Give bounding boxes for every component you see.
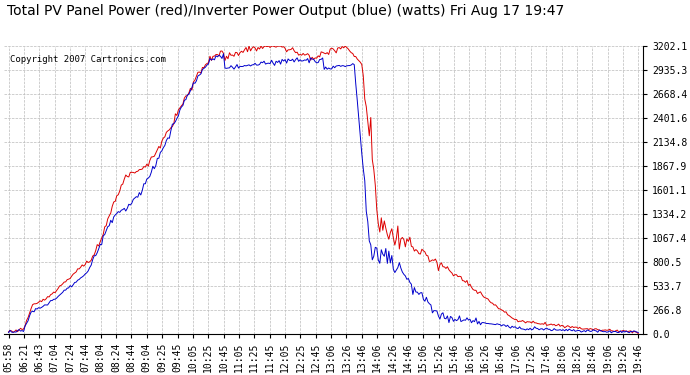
- Text: Copyright 2007 Cartronics.com: Copyright 2007 Cartronics.com: [10, 55, 166, 64]
- Text: Total PV Panel Power (red)/Inverter Power Output (blue) (watts) Fri Aug 17 19:47: Total PV Panel Power (red)/Inverter Powe…: [7, 4, 564, 18]
